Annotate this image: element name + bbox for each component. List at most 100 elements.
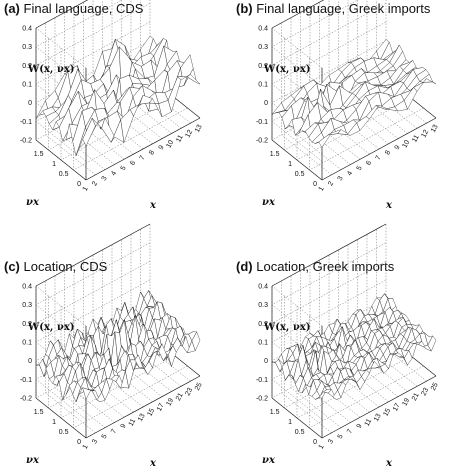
x-tick-label: 4 xyxy=(346,170,354,177)
panel-title-text-c: Location, CDS xyxy=(24,259,108,274)
x-tick-label: 3 xyxy=(337,175,345,182)
z-axis-label: W(x, νx) xyxy=(263,64,311,75)
x-tick-label: 15 xyxy=(382,407,392,417)
z-tick-label: 0 xyxy=(28,100,32,107)
x-tick-label: 8 xyxy=(148,149,156,156)
x-tick-label: 11 xyxy=(175,134,185,144)
x-tick-label: 21 xyxy=(175,392,185,402)
z-tick-label: 0.1 xyxy=(258,82,268,89)
y-axis-label: νx xyxy=(26,197,40,208)
z-tick-label: 0.4 xyxy=(258,26,268,33)
x-tick-label: 5 xyxy=(120,165,128,172)
y-tick-label: 0.5 xyxy=(295,429,305,436)
panel-d: (d) Location, Greek imports -0.2 -0.1 0 0.1… xyxy=(236,223,440,469)
x-tick-label: 19 xyxy=(165,397,175,407)
x-tick-label: 17 xyxy=(392,402,402,412)
x-tick-label: 1 xyxy=(318,444,326,451)
panel-a: (a) Final language, CDS -0.2 -0.1 0 0.1 0.2 0… xyxy=(4,0,204,211)
z-tick-label: 0.2 xyxy=(258,321,268,328)
z-axis-label: W(x, νx) xyxy=(263,322,311,333)
z-tick-label: 0 xyxy=(264,100,268,107)
z-tick-label: 0.1 xyxy=(22,340,32,347)
x-tick-label: 5 xyxy=(101,433,109,440)
x-tick-label: 1 xyxy=(318,186,326,193)
x-tick-label: 15 xyxy=(146,407,156,417)
z-tick-label: -0.1 xyxy=(20,377,32,384)
x-tick-label: 9 xyxy=(158,144,166,151)
z-tick-label: 0.3 xyxy=(22,302,32,309)
x-tick-label: 7 xyxy=(375,155,383,162)
panel-b: (b) Final language, Greek imports -0.2 -0… xyxy=(236,0,440,211)
z-tick-label: 0.4 xyxy=(258,284,268,291)
frame-edge xyxy=(271,0,325,29)
panel-title-a: (a) Final language, CDS xyxy=(4,1,144,16)
x-tick-label: 9 xyxy=(394,144,402,151)
y-tick-label: 0.5 xyxy=(59,171,69,178)
frame-edge xyxy=(35,223,151,287)
z-tick-label: -0.1 xyxy=(20,119,32,126)
z-tick-label: 0.1 xyxy=(22,82,32,89)
z-tick-label: -0.1 xyxy=(256,119,268,126)
z-tick-label: 0 xyxy=(264,358,268,365)
panel-title-b: (b) Final language, Greek imports xyxy=(236,1,431,16)
x-axis-label: x xyxy=(149,200,157,211)
z-tick-label: 0.3 xyxy=(258,44,268,51)
panel-title-text-d: Location, Greek imports xyxy=(256,259,395,274)
x-tick-label: 2 xyxy=(91,180,99,187)
x-tick-label: 5 xyxy=(337,433,345,440)
frame-edge xyxy=(35,0,89,29)
x-tick-label: 23 xyxy=(184,387,194,397)
grid-x-line xyxy=(45,280,96,433)
frame-edge xyxy=(321,117,437,181)
z-axis-label: W(x, νx) xyxy=(27,322,75,333)
z-tick-label: 0.4 xyxy=(22,284,32,291)
x-tick-label: 19 xyxy=(401,397,411,407)
x-axis-label: x xyxy=(385,458,393,469)
z-tick-label: 0.2 xyxy=(258,63,268,70)
z-tick-label: 0.2 xyxy=(22,321,32,328)
frame-edge xyxy=(271,397,323,439)
x-tick-label: 2 xyxy=(327,180,335,187)
frame-edge xyxy=(35,139,87,181)
panel-title-text-a: Final language, CDS xyxy=(24,1,144,16)
surface-cell xyxy=(191,331,201,352)
x-tick-label: 5 xyxy=(356,165,364,172)
y-axis-label: νx xyxy=(262,197,276,208)
x-tick-label: 25 xyxy=(430,382,440,392)
z-tick-label: -0.2 xyxy=(20,396,32,403)
surface-cell xyxy=(427,335,437,352)
surface-c xyxy=(35,289,201,403)
x-tick-label: 13 xyxy=(194,124,204,134)
y-tick-label: 0 xyxy=(313,439,317,446)
y-tick-label: 1 xyxy=(52,419,56,426)
z-tick-label: 0.3 xyxy=(22,44,32,51)
z-tick-label: -0.2 xyxy=(256,138,268,145)
z-axis-label: W(x, νx) xyxy=(27,64,75,75)
frame-edge xyxy=(271,223,387,287)
grid-x-line xyxy=(290,17,342,170)
y-tick-label: 1 xyxy=(288,161,292,168)
y-tick-label: 0 xyxy=(77,439,81,446)
surface-cell xyxy=(186,74,201,85)
x-tick-label: 9 xyxy=(356,423,364,430)
grid-x-line xyxy=(290,275,342,428)
panel-title-d: (d) Location, Greek imports xyxy=(236,259,395,274)
y-tick-label: 1.5 xyxy=(270,151,280,158)
grid-x-line xyxy=(54,275,106,428)
z-tick-label: -0.1 xyxy=(256,377,268,384)
x-tick-label: 10 xyxy=(401,139,411,149)
surface-cell xyxy=(422,78,437,85)
x-tick-label: 12 xyxy=(420,129,430,139)
y-tick-label: 0 xyxy=(77,181,81,188)
x-tick-label: 6 xyxy=(365,160,373,167)
x-tick-label: 6 xyxy=(129,160,137,167)
x-axis-label: x xyxy=(149,458,157,469)
panel-letter-c: (c) xyxy=(4,259,20,274)
x-tick-label: 12 xyxy=(184,129,194,139)
grid-x-line xyxy=(45,22,96,175)
surface-a xyxy=(35,35,201,157)
x-tick-label: 7 xyxy=(346,428,354,435)
x-tick-label: 8 xyxy=(384,149,392,156)
y-tick-label: 0.5 xyxy=(295,171,305,178)
y-axis-label: νx xyxy=(26,455,40,466)
